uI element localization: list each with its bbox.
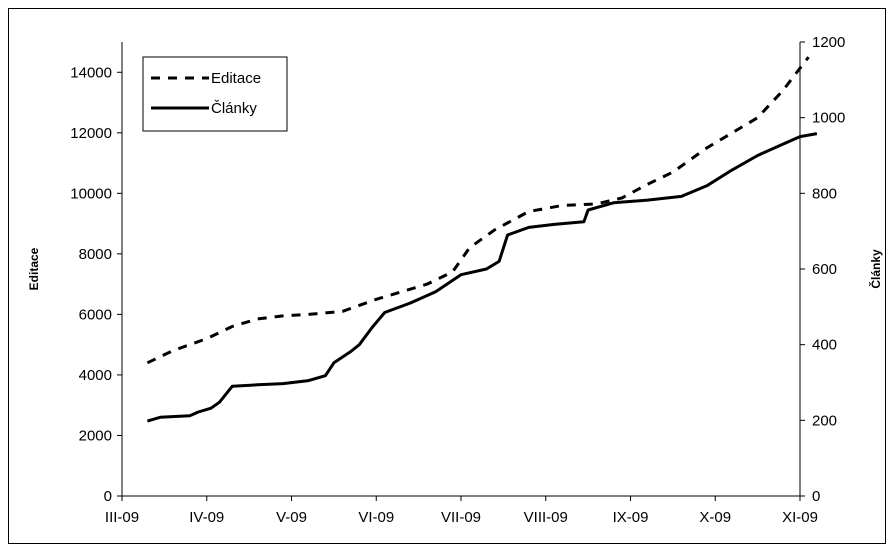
legend-box [142,56,288,132]
right-y-tick-label: 1000 [812,110,845,127]
left-y-tick-label: 4000 [79,367,112,384]
x-tick-label: III-09 [105,509,139,526]
x-tick-label: V-09 [276,509,307,526]
right-y-tick-label: 800 [812,185,837,202]
x-tick-label: VII-09 [441,509,481,526]
right-y-tick-label: 1200 [812,34,845,51]
x-tick-label: IX-09 [613,509,649,526]
y-left-axis-title: Editace [27,247,41,290]
left-y-tick-label: 10000 [70,185,112,202]
x-tick-label: IV-09 [189,509,224,526]
legend-label: Editace [211,70,261,87]
right-y-tick-label: 600 [812,261,837,278]
right-y-tick-label: 0 [812,488,820,505]
left-y-tick-label: 0 [104,488,112,505]
x-tick-label: X-09 [699,509,731,526]
x-tick-label: VI-09 [358,509,394,526]
right-y-tick-label: 400 [812,337,837,354]
left-y-tick-label: 12000 [70,125,112,142]
left-y-tick-label: 6000 [79,306,112,323]
right-y-tick-label: 200 [812,412,837,429]
series-line--l-nky [146,132,818,423]
legend-label: Články [211,100,257,117]
x-tick-label: VIII-09 [524,509,568,526]
y-right-axis-title: Články [868,249,883,289]
left-y-tick-label: 14000 [70,64,112,81]
x-tick-label: XI-09 [782,509,818,526]
left-y-tick-label: 8000 [79,246,112,263]
series-line-editace [146,56,810,365]
left-y-tick-label: 2000 [79,427,112,444]
